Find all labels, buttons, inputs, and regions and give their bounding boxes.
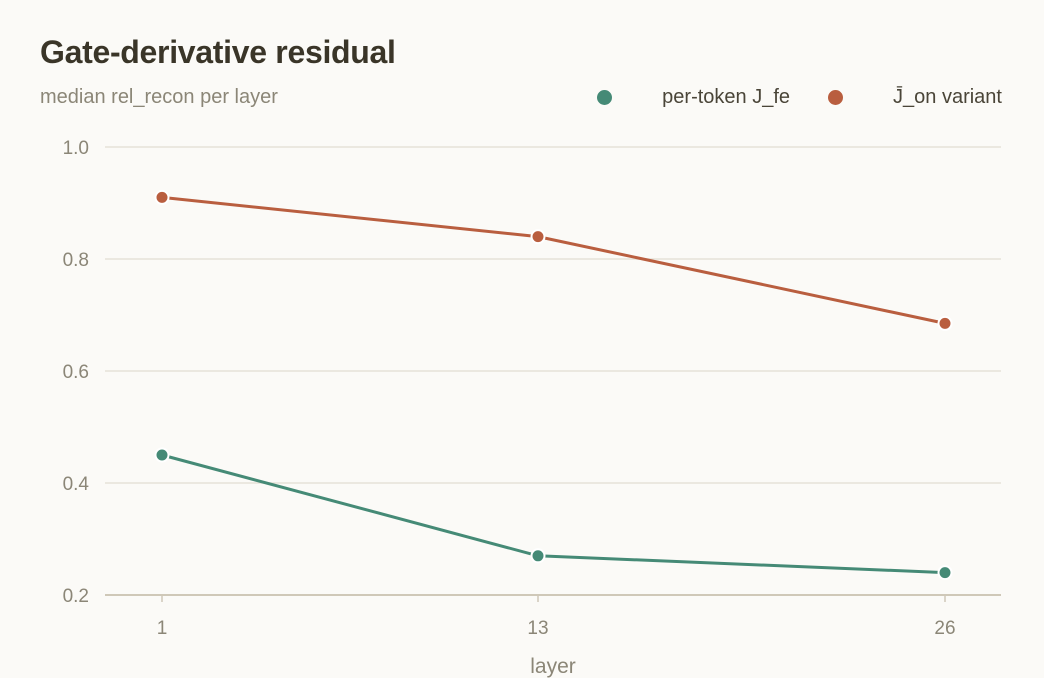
legend-item-variant: J̄_on variant: [828, 86, 1002, 109]
y-tick-label: 0.8: [63, 250, 89, 271]
legend-marker-icon: [597, 90, 613, 105]
legend-label: per-token J_fe: [662, 86, 791, 108]
data-point: [530, 548, 546, 564]
x-tick-label: 26: [934, 618, 955, 639]
y-tick-label: 1.0: [63, 138, 89, 159]
legend-marker-icon: [828, 90, 844, 105]
series-line: [160, 195, 947, 325]
chart-subtitle: median rel_recon per layer: [40, 86, 278, 108]
y-tick-label: 0.6: [63, 362, 89, 383]
legend-item-per-token: per-token J_fe: [597, 86, 790, 109]
data-point: [937, 565, 953, 581]
chart-title: Gate-derivative residual: [40, 34, 396, 70]
legend-label: J̄_on variant: [893, 86, 1002, 108]
data-point: [154, 447, 170, 463]
x-tick-label: 1: [157, 618, 168, 639]
legend: per-token J_fe J̄_on variant: [597, 86, 1002, 109]
series-line: [160, 453, 947, 575]
data-point: [154, 189, 170, 205]
x-axis-title: layer: [530, 655, 576, 678]
data-point: [530, 229, 546, 245]
y-tick-label: 0.4: [63, 474, 90, 495]
y-tick-label: 0.2: [63, 586, 89, 607]
x-tick-label: 13: [527, 618, 548, 639]
data-point: [937, 315, 953, 331]
